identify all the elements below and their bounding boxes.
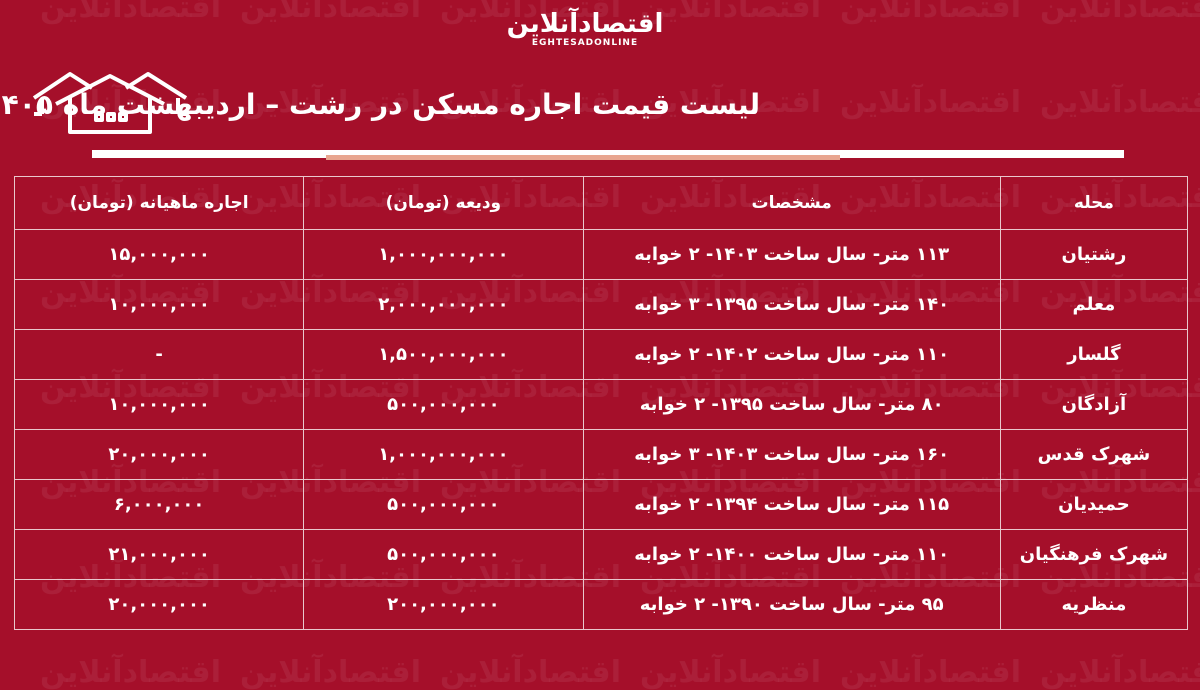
- deposit-cell: ۵۰۰,۰۰۰,۰۰۰: [303, 529, 584, 580]
- neighborhood-cell: معلم: [999, 279, 1189, 330]
- monthly-rent-cell: ۲۰,۰۰۰,۰۰۰: [13, 429, 305, 480]
- deposit-cell: ۱,۰۰۰,۰۰۰,۰۰۰: [303, 429, 584, 480]
- watermark: اقتصادآنلاین: [40, 655, 221, 690]
- rent-price-table: محله مشخصات ودیعه (تومان) اجاره ماهیانه …: [13, 176, 1189, 630]
- table-row: گلسار ۱۱۰ متر- سال ساخت ۱۴۰۲- ۲ خوابه ۱,۵۰…: [13, 329, 1189, 380]
- monthly-rent-cell: ۱۰,۰۰۰,۰۰۰: [13, 279, 305, 330]
- page-title: لیست قیمت اجاره مسکن در رشت – اردیبهشت م…: [0, 88, 760, 121]
- watermark: اقتصادآنلاین: [240, 655, 421, 690]
- header-monthly-rent: اجاره ماهیانه (تومان): [13, 176, 305, 230]
- table-row: منظریه ۹۵ متر- سال ساخت ۱۳۹۰- ۲ خوابه ۲۰۰,…: [13, 579, 1189, 630]
- table-header-row: محله مشخصات ودیعه (تومان) اجاره ماهیانه …: [13, 176, 1189, 230]
- watermark: اقتصادآنلاین: [40, 0, 221, 25]
- table-row: حمیدیان ۱۱۵ متر- سال ساخت ۱۳۹۴- ۲ خوابه ۵۰…: [13, 479, 1189, 530]
- deposit-cell: ۲۰۰,۰۰۰,۰۰۰: [303, 579, 584, 630]
- specs-cell: ۱۱۵ متر- سال ساخت ۱۳۹۴- ۲ خوابه: [582, 479, 1001, 530]
- monthly-rent-cell: ۱۵,۰۰۰,۰۰۰: [13, 229, 305, 280]
- table-row: شهرک قدس ۱۶۰ متر- سال ساخت ۱۴۰۳- ۳ خوابه ۱…: [13, 429, 1189, 480]
- deposit-cell: ۵۰۰,۰۰۰,۰۰۰: [303, 479, 584, 530]
- table-row: معلم ۱۴۰ متر- سال ساخت ۱۳۹۵- ۳ خوابه ۲,۰۰۰…: [13, 279, 1189, 330]
- neighborhood-cell: گلسار: [999, 329, 1189, 380]
- specs-cell: ۱۱۰ متر- سال ساخت ۱۴۰۲- ۲ خوابه: [582, 329, 1001, 380]
- specs-cell: ۹۵ متر- سال ساخت ۱۳۹۰- ۲ خوابه: [582, 579, 1001, 630]
- neighborhood-cell: شهرک قدس: [999, 429, 1189, 480]
- house-icon: [32, 72, 188, 134]
- watermark: اقتصادآنلاین: [440, 655, 621, 690]
- watermark: اقتصادآنلاین: [640, 0, 821, 25]
- watermark: اقتصادآنلاین: [1040, 85, 1200, 120]
- table-row: رشتیان ۱۱۳ متر- سال ساخت ۱۴۰۳- ۲ خوابه ۱,۰…: [13, 229, 1189, 280]
- divider-accent: [326, 155, 840, 160]
- specs-cell: ۱۱۳ متر- سال ساخت ۱۴۰۳- ۲ خوابه: [582, 229, 1001, 280]
- header-neighborhood: محله: [999, 176, 1189, 230]
- specs-cell: ۱۱۰ متر- سال ساخت ۱۴۰۰- ۲ خوابه: [582, 529, 1001, 580]
- neighborhood-cell: شهرک فرهنگیان: [999, 529, 1189, 580]
- watermark: اقتصادآنلاین: [840, 655, 1021, 690]
- logo-text: اقتصادآنلاین: [506, 9, 664, 39]
- logo: اقتصادآنلاین EGHTESADONLINE: [505, 8, 665, 48]
- header-deposit: ودیعه (تومان): [303, 176, 584, 230]
- deposit-cell: ۵۰۰,۰۰۰,۰۰۰: [303, 379, 584, 430]
- watermark: اقتصادآنلاین: [1040, 0, 1200, 25]
- watermark: اقتصادآنلاین: [240, 0, 421, 25]
- deposit-cell: ۱,۵۰۰,۰۰۰,۰۰۰: [303, 329, 584, 380]
- header-specs: مشخصات: [582, 176, 1001, 230]
- neighborhood-cell: منظریه: [999, 579, 1189, 630]
- specs-cell: ۱۴۰ متر- سال ساخت ۱۳۹۵- ۳ خوابه: [582, 279, 1001, 330]
- neighborhood-cell: رشتیان: [999, 229, 1189, 280]
- watermark: اقتصادآنلاین: [1040, 655, 1200, 690]
- watermark: اقتصادآنلاین: [840, 0, 1021, 25]
- watermark: اقتصادآنلاین: [640, 655, 821, 690]
- watermark: اقتصادآنلاین: [840, 85, 1021, 120]
- deposit-cell: ۲,۰۰۰,۰۰۰,۰۰۰: [303, 279, 584, 330]
- table-row: آزادگان ۸۰ متر- سال ساخت ۱۳۹۵- ۲ خوابه ۵۰۰…: [13, 379, 1189, 430]
- neighborhood-cell: حمیدیان: [999, 479, 1189, 530]
- monthly-rent-cell: ۲۰,۰۰۰,۰۰۰: [13, 579, 305, 630]
- monthly-rent-cell: -: [13, 329, 305, 380]
- deposit-cell: ۱,۰۰۰,۰۰۰,۰۰۰: [303, 229, 584, 280]
- table-row: شهرک فرهنگیان ۱۱۰ متر- سال ساخت ۱۴۰۰- ۲ خ…: [13, 529, 1189, 580]
- logo-subtext: EGHTESADONLINE: [531, 38, 639, 48]
- specs-cell: ۸۰ متر- سال ساخت ۱۳۹۵- ۲ خوابه: [582, 379, 1001, 430]
- specs-cell: ۱۶۰ متر- سال ساخت ۱۴۰۳- ۳ خوابه: [582, 429, 1001, 480]
- monthly-rent-cell: ۲۱,۰۰۰,۰۰۰: [13, 529, 305, 580]
- monthly-rent-cell: ۱۰,۰۰۰,۰۰۰: [13, 379, 305, 430]
- neighborhood-cell: آزادگان: [999, 379, 1189, 430]
- monthly-rent-cell: ۶,۰۰۰,۰۰۰: [13, 479, 305, 530]
- divider: [92, 150, 1124, 158]
